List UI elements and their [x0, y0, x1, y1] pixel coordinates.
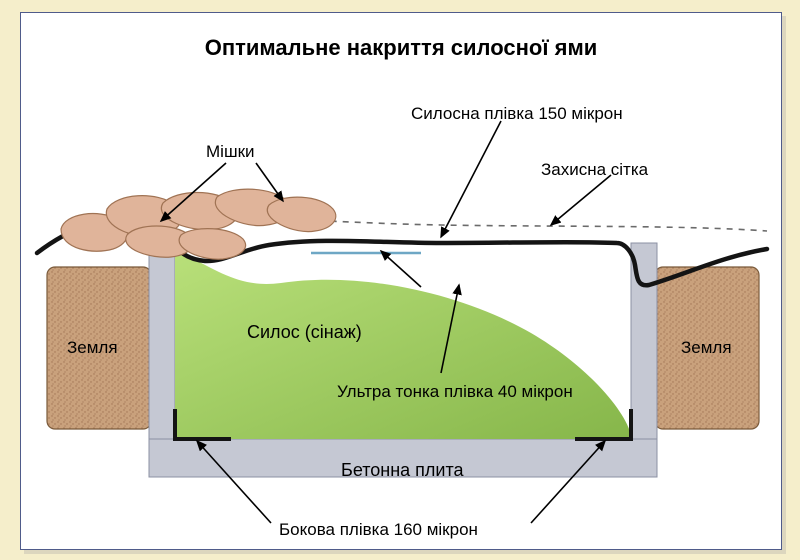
silage-fill — [175, 249, 631, 439]
label-slab: Бетонна плита — [341, 461, 464, 481]
label-bags: Мішки — [206, 143, 255, 162]
label-silage: Силос (сінаж) — [247, 323, 362, 343]
concrete-wall-left — [149, 243, 175, 439]
bags-group — [61, 189, 336, 259]
label-ultrathin: Ультра тонка плівка 40 мікрон — [337, 383, 573, 402]
label-side-film: Бокова плівка 160 мікрон — [279, 521, 478, 540]
label-earth-left: Земля — [67, 339, 118, 358]
label-film150: Силосна плівка 150 мікрон — [411, 105, 623, 124]
diagram-frame: Оптимальне накриття силосної ями — [20, 12, 782, 550]
label-earth-right: Земля — [681, 339, 732, 358]
label-net: Захисна сітка — [541, 161, 648, 180]
